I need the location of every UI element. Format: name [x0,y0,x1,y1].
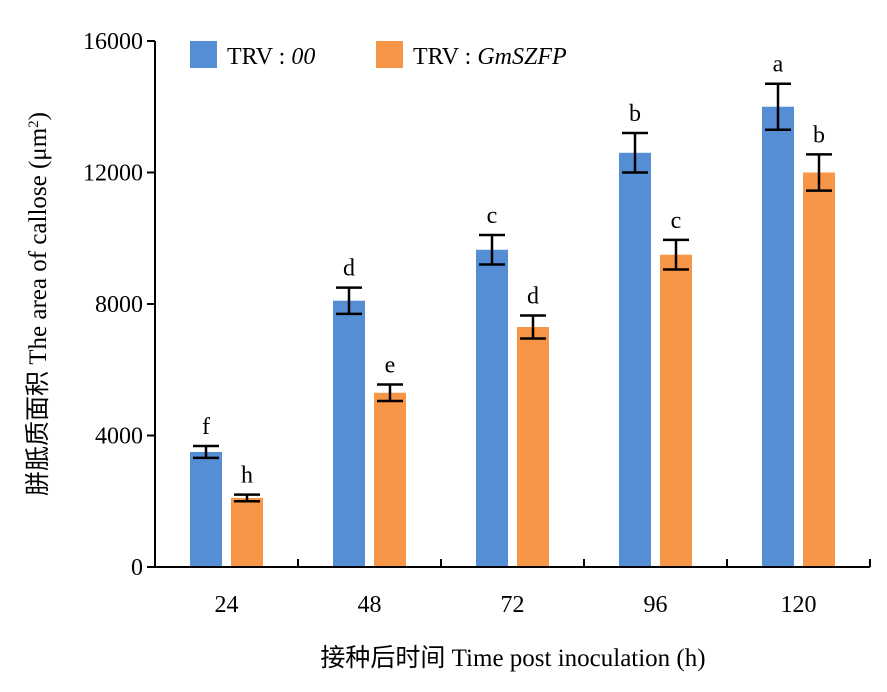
legend-label-series-2: TRV : GmSZFP [413,44,567,70]
legend-swatch-series-1 [190,41,217,68]
significance-label: a [773,52,784,78]
significance-label: c [487,203,498,229]
bar-series-1 [190,451,222,567]
significance-labels-layer: f d c b a h e d c b [202,52,825,489]
bar-series-2 [803,172,835,567]
error-bars-layer [193,82,832,503]
y-tick-label: 8000 [95,292,143,318]
significance-label: b [813,122,825,148]
y-tick-label: 0 [131,555,143,581]
x-ticks: 24 48 72 96 120 [154,559,871,618]
bar-series-2 [517,327,549,567]
y-axis-title: 胼胝质面积 The area of callose (μm2) [24,112,52,496]
x-axis-title: 接种后时间 Time post inoculation (h) [320,644,705,672]
significance-label: f [202,414,210,440]
x-tick-label: 120 [781,592,817,618]
bars-layer [190,106,835,567]
x-tick-label: 72 [501,592,525,618]
significance-label: d [527,284,539,310]
x-tick-label: 96 [644,592,668,618]
bar-series-1 [619,152,651,567]
x-tick-label: 48 [358,592,382,618]
legend: TRV : 00 TRV : GmSZFP [190,41,567,70]
legend-label-series-1: TRV : 00 [227,44,315,70]
significance-label: e [385,353,396,379]
legend-swatch-series-2 [376,41,403,68]
bar-series-2 [660,254,692,567]
bar-series-2 [231,497,263,567]
x-tick-label: 24 [215,592,239,618]
y-tick-label: 4000 [95,424,143,450]
y-tick-label: 12000 [83,161,143,187]
y-tick-label: 16000 [83,29,143,55]
bar-series-2 [374,392,406,567]
significance-label: c [671,208,682,234]
significance-label: h [241,463,253,489]
bar-series-1 [762,106,794,567]
significance-label: d [343,256,355,282]
significance-label: b [629,101,641,127]
y-ticks: 0 4000 8000 12000 16000 [83,29,155,581]
bar-series-1 [333,300,365,567]
bar-series-1 [476,249,508,567]
